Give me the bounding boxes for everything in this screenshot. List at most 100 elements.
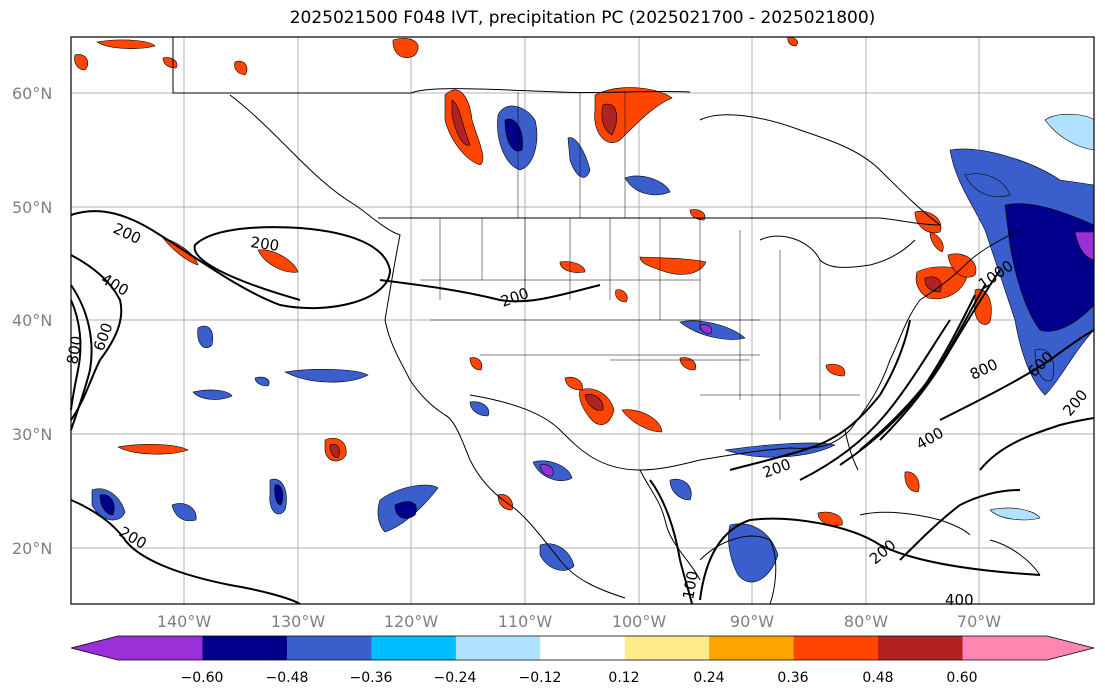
precip-blob	[669, 478, 692, 501]
precip-blob	[584, 394, 604, 411]
lon-label: 100°W	[612, 612, 667, 631]
precip-blob	[117, 444, 189, 455]
precip-blob	[394, 501, 417, 519]
contour-200-central	[379, 279, 601, 303]
colorbar-extend-low	[71, 636, 118, 660]
precip-blob	[469, 401, 490, 417]
contour-400-southeast	[799, 319, 951, 481]
contour-label: 200	[249, 233, 280, 255]
contour-200-northwest	[70, 210, 392, 309]
precip-blob	[825, 363, 846, 377]
hispaniola	[989, 539, 1041, 576]
lat-label: 50°N	[12, 198, 52, 217]
lon-label: 70°W	[957, 612, 1001, 631]
colorbar-cell	[878, 636, 964, 660]
lon-label: 80°W	[844, 612, 888, 631]
figure-title: 2025021500 F048 IVT, precipitation PC (2…	[289, 8, 876, 28]
precip-blob	[234, 60, 248, 76]
colorbar-cell	[709, 636, 795, 660]
cuba	[859, 511, 971, 536]
lon-label: 130°W	[271, 612, 326, 631]
colorbar-tick: −0.60	[181, 670, 224, 686]
contour-outer-atlantic	[939, 329, 1095, 421]
lon-label: 110°W	[498, 612, 553, 631]
colorbar-ticks: −0.60 −0.48 −0.36 −0.24 −0.12 0.12 0.24 …	[181, 670, 978, 686]
colorbar-cell	[793, 636, 879, 660]
precip-blob	[257, 249, 299, 273]
colorbar-cell	[962, 636, 1048, 660]
contour-200-southwest	[70, 499, 301, 605]
contour-200-atlantic-east	[979, 417, 1095, 471]
colorbar-tick: 0.48	[862, 670, 893, 686]
precip-blob	[284, 369, 369, 383]
contour-1000-southeast	[879, 269, 1001, 441]
coastline-gulf-east	[699, 299, 921, 461]
precip-blob	[451, 99, 471, 146]
colorbar-cell	[540, 636, 626, 660]
precip-blob	[679, 357, 696, 371]
colorbar-tick: 0.12	[608, 670, 639, 686]
precip-blob	[564, 377, 583, 391]
precip-blob	[567, 137, 591, 178]
precip-blob	[724, 442, 836, 458]
coastline-pacific	[229, 94, 626, 599]
precip-blob	[904, 471, 920, 493]
precip-blob	[699, 324, 713, 335]
colorbar-cell	[624, 636, 710, 660]
latitude-labels: 60°N 50°N 40°N 30°N 20°N	[12, 84, 52, 558]
precip-positive-areas	[74, 36, 992, 527]
colorbar-tick: 0.60	[946, 670, 977, 686]
colorbar-cell	[455, 636, 541, 660]
state-lines	[420, 92, 860, 420]
precip-blob	[989, 507, 1041, 521]
contour-label: 100	[679, 569, 702, 600]
precip-blob	[539, 464, 554, 477]
precip-blob	[539, 543, 575, 571]
precip-blob	[192, 389, 233, 400]
lat-label: 30°N	[12, 425, 52, 444]
state-horizontals	[420, 279, 860, 396]
colorbar-outline	[70, 635, 1095, 661]
lon-label: 140°W	[157, 612, 212, 631]
contour-200-caribbean	[699, 517, 1041, 601]
border-us-mexico	[469, 394, 701, 471]
state-verticals	[439, 218, 821, 420]
border-alaska	[172, 37, 411, 94]
contour-label: 800	[63, 334, 86, 365]
precip-blob	[929, 231, 944, 253]
precip-blob	[74, 54, 89, 71]
precip-blob	[1034, 348, 1055, 382]
colorbar-tick: 0.36	[777, 670, 808, 686]
contour-400-west	[70, 254, 123, 421]
longitude-labels: 140°W 130°W 120°W 110°W 100°W 90°W 80°W …	[157, 612, 1001, 631]
precip-blob	[329, 444, 340, 459]
precip-blob	[96, 39, 156, 49]
precip-blob	[639, 256, 707, 275]
contour-100-mexico	[649, 479, 693, 605]
lon-label: 90°W	[730, 612, 774, 631]
ivt-contours	[70, 210, 1095, 605]
lat-label: 20°N	[12, 539, 52, 558]
precip-blob	[254, 376, 270, 387]
coastline-atlantic	[919, 229, 1021, 301]
contour-label: 400	[945, 591, 974, 609]
colorbar-tick: −0.24	[434, 670, 477, 686]
precip-blob	[559, 261, 586, 273]
yucatan	[699, 535, 777, 605]
colorbar-cell	[202, 636, 288, 660]
lat-label: 60°N	[12, 84, 52, 103]
precip-blob	[621, 409, 663, 433]
map-panel: 200 200 400 800 600 200 200 200 400 600 …	[63, 36, 1095, 609]
map-frame	[70, 36, 1095, 605]
lon-label: 120°W	[384, 612, 439, 631]
colorbar-cell	[371, 636, 457, 660]
contour-600-west	[70, 284, 93, 431]
precip-blob	[392, 38, 419, 59]
contour-400-caribbean	[899, 489, 1021, 561]
precip-negative-areas	[91, 105, 1095, 583]
contour-200-southeast	[729, 319, 911, 471]
colorbar-tick: −0.36	[350, 670, 393, 686]
border-us-canada	[378, 217, 941, 226]
border-canada-provinces	[410, 88, 691, 94]
